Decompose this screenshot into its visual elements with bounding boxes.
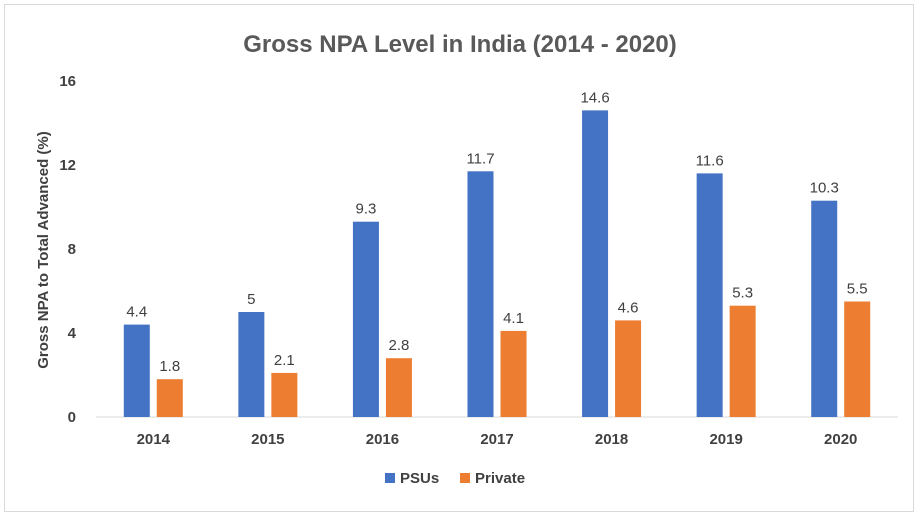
data-label-psus-2020: 10.3 xyxy=(810,180,839,197)
bars-group: 4.4 1.8 5 2.1 9.3 2.8 11.7 4.1 14.6 4.6 11.6 5.3 10.… xyxy=(123,89,871,418)
data-label-private-2016: 2.8 xyxy=(388,337,409,354)
x-tick-label: 2014 xyxy=(137,431,171,448)
bar-psus-2018 xyxy=(582,110,609,418)
x-tick-label: 2020 xyxy=(824,431,857,448)
data-label-private-2014: 1.8 xyxy=(159,358,180,375)
bar-private-2016 xyxy=(385,358,412,417)
y-tick-label: 0 xyxy=(68,409,76,426)
x-tick-label: 2019 xyxy=(709,431,742,448)
bar-psus-2016 xyxy=(352,221,379,417)
y-tick-label: 4 xyxy=(68,325,77,342)
bar-psus-2015 xyxy=(238,312,265,417)
y-tick-label: 8 xyxy=(68,241,76,258)
data-label-private-2017: 4.1 xyxy=(503,310,524,327)
x-tick-label: 2018 xyxy=(595,431,628,448)
data-label-psus-2014: 4.4 xyxy=(126,304,147,321)
y-tick-label: 16 xyxy=(59,73,76,90)
data-label-private-2019: 5.3 xyxy=(732,285,753,302)
bar-private-2017 xyxy=(500,330,527,417)
bar-psus-2014 xyxy=(123,324,150,417)
legend-label-private: Private xyxy=(475,470,525,487)
data-label-private-2020: 5.5 xyxy=(847,281,868,298)
x-tick-label: 2016 xyxy=(366,431,399,448)
legend-label-psus: PSUs xyxy=(400,470,439,487)
x-tick-label: 2015 xyxy=(251,431,284,448)
bar-private-2015 xyxy=(271,372,298,417)
bar-private-2018 xyxy=(615,320,642,417)
chart-title: Gross NPA Level in India (2014 - 2020) xyxy=(243,31,677,58)
data-label-psus-2016: 9.3 xyxy=(355,201,376,218)
data-label-psus-2018: 14.6 xyxy=(580,89,609,106)
data-label-psus-2017: 11.7 xyxy=(466,150,494,167)
bar-private-2020 xyxy=(844,301,871,417)
bar-psus-2020 xyxy=(811,200,838,417)
y-axis-ticks: 0 4 8 12 16 xyxy=(59,73,76,426)
y-tick-label: 12 xyxy=(59,157,76,174)
legend: PSUs Private xyxy=(385,470,525,487)
legend-swatch-private xyxy=(460,473,470,483)
data-label-psus-2019: 11.6 xyxy=(696,152,724,169)
bar-private-2014 xyxy=(156,379,183,417)
x-axis-ticks: 2014 2015 2016 2017 2018 2019 2020 xyxy=(137,431,858,448)
x-tick-label: 2017 xyxy=(480,431,513,448)
data-label-private-2018: 4.6 xyxy=(618,299,639,316)
bar-psus-2019 xyxy=(696,173,723,417)
legend-swatch-psus xyxy=(385,473,395,483)
chart-frame xyxy=(4,4,914,512)
y-axis-label: Gross NPA to Total Advanced (%) xyxy=(35,131,52,369)
bar-private-2019 xyxy=(729,305,756,417)
data-label-private-2015: 2.1 xyxy=(274,352,295,369)
data-label-psus-2015: 5 xyxy=(247,291,255,308)
bar-psus-2017 xyxy=(467,171,494,417)
